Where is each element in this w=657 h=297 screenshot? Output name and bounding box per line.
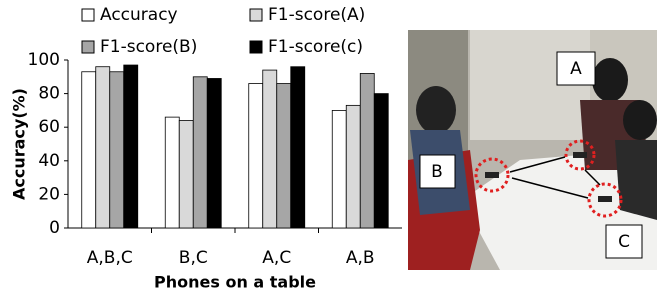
photo: A B C [408,30,657,270]
bar [249,84,263,228]
bar [179,120,193,228]
y-tick-label: 80 [38,84,60,104]
x-tick-label: A,B [346,248,375,268]
legend-swatch [250,9,262,21]
bar [277,84,291,228]
bar [332,110,346,228]
photo-label: B [431,162,443,182]
bar [124,65,138,228]
y-tick-label: 0 [49,218,60,238]
legend-label: F1-score(B) [100,37,197,57]
bar [96,67,110,228]
x-axis-title: Phones on a table [154,273,316,292]
photo-label: A [570,59,582,79]
bar [346,105,360,228]
bar [165,117,179,228]
legend-swatch [250,41,262,53]
y-tick-label: 40 [38,151,60,171]
bar [110,72,124,228]
bar [374,94,388,228]
y-tick-label: 60 [38,117,60,137]
bar [263,70,277,228]
bar [207,78,221,228]
y-tick-label: 100 [28,50,60,70]
x-tick-label: A,B,C [87,248,133,268]
bar [82,72,96,228]
bar [291,67,305,228]
bar [193,77,207,228]
figure: Phones on a table Accuracy(%) A B C 0 20 4… [0,0,657,297]
y-tick-label: 20 [38,184,60,204]
legend-label: Accuracy [100,5,178,25]
x-tick-label: A,C [262,248,291,268]
legend-swatch [82,9,94,21]
legend-label: F1-score(A) [268,5,365,25]
photo-label: C [618,232,630,252]
legend-swatch [82,41,94,53]
x-tick-label: B,C [179,248,208,268]
bar [360,73,374,228]
legend-label: F1-score(c) [268,37,363,57]
y-axis-title: Accuracy(%) [10,88,29,200]
